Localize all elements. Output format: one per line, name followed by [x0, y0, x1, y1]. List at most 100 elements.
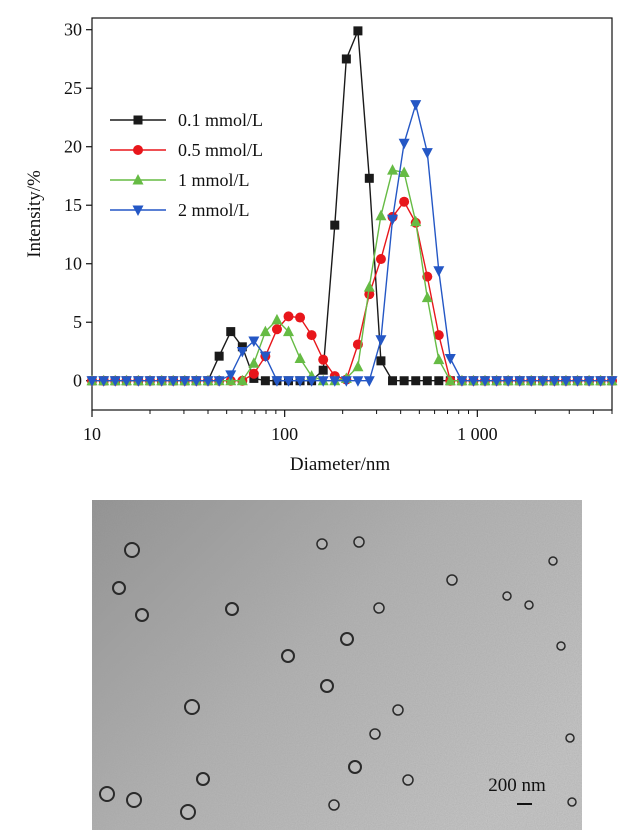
- vesicle-particle: [225, 602, 239, 616]
- data-point: [167, 376, 179, 387]
- series-line: [92, 101, 612, 382]
- data-point: [352, 360, 364, 372]
- series-line: [92, 30, 612, 382]
- data-point: [375, 335, 387, 346]
- data-point: [363, 281, 375, 292]
- data-point: [491, 376, 503, 387]
- data-point: [444, 354, 456, 365]
- y-tick-label: 25: [64, 78, 82, 98]
- y-tick-label: 20: [64, 137, 82, 157]
- series-1: [87, 26, 617, 386]
- vesicle-particle: [112, 581, 126, 595]
- vesicle-particle: [180, 804, 196, 820]
- vesicle-particle: [340, 632, 354, 646]
- data-point: [259, 351, 271, 363]
- y-tick-label: 5: [73, 312, 82, 332]
- legend-entry: 0.1 mmol/L: [110, 110, 263, 130]
- data-point: [283, 311, 294, 322]
- vesicle-particle: [567, 797, 577, 807]
- x-tick-label: 1 000: [457, 424, 498, 444]
- legend-entry: 1 mmol/L: [110, 170, 250, 190]
- vesicle-particle: [369, 728, 381, 740]
- data-point: [86, 376, 98, 387]
- axis-ticks: [86, 29, 613, 417]
- data-point: [388, 376, 398, 386]
- data-point: [318, 365, 328, 375]
- data-point: [120, 376, 132, 387]
- data-point: [606, 376, 618, 387]
- data-point: [248, 357, 260, 368]
- vesicle-particle: [320, 679, 334, 693]
- data-point: [248, 368, 259, 379]
- vesicle-particle: [565, 733, 575, 743]
- legend: 0.1 mmol/L 0.5 mmol/L 1 mmol/L 2 mmol/L: [110, 110, 263, 220]
- data-point: [144, 376, 156, 387]
- vesicle-particle: [548, 556, 558, 566]
- series-4: [86, 100, 618, 387]
- tem-micrograph: 200 nm: [92, 500, 582, 830]
- legend-marker: [133, 145, 143, 155]
- series-3: [86, 164, 618, 386]
- data-point: [595, 376, 607, 387]
- scale-bar-label: 200 nm: [488, 775, 546, 796]
- legend-marker: [132, 174, 144, 185]
- data-point: [375, 209, 387, 221]
- data-point: [525, 376, 537, 387]
- vesicle-particle: [524, 600, 534, 610]
- vesicle-particle: [446, 574, 458, 586]
- data-point: [271, 376, 283, 387]
- data-point: [363, 376, 375, 387]
- legend-entry: 0.5 mmol/L: [110, 140, 263, 160]
- data-point: [271, 324, 282, 335]
- series-layer: [86, 26, 618, 387]
- vesicle-particle: [135, 608, 149, 622]
- data-point: [330, 220, 340, 230]
- x-tick-label: 100: [271, 424, 298, 444]
- data-point: [214, 351, 224, 361]
- series-line: [92, 200, 612, 382]
- vesicle-particle: [281, 649, 295, 663]
- data-point: [387, 164, 399, 175]
- data-point: [248, 336, 260, 347]
- data-point: [260, 376, 270, 386]
- data-point: [433, 330, 444, 341]
- data-point: [259, 325, 271, 337]
- data-point: [132, 376, 144, 387]
- legend-marker: [132, 205, 144, 216]
- legend-entry: 2 mmol/L: [110, 200, 250, 220]
- data-point: [179, 376, 191, 387]
- tick-labels: 0 5 10 15 20 25 30 10 100 1 000: [64, 20, 498, 444]
- data-point: [190, 376, 202, 387]
- data-point: [502, 376, 514, 387]
- vesicle-particle: [196, 772, 210, 786]
- vesicle-particle: [353, 536, 365, 548]
- data-point: [422, 376, 432, 386]
- y-tick-label: 0: [73, 371, 82, 391]
- vesicle-particle: [373, 602, 385, 614]
- series-line: [92, 169, 612, 382]
- vesicle-particle: [184, 699, 200, 715]
- data-point: [410, 215, 422, 227]
- legend-marker: [133, 115, 143, 125]
- data-point: [213, 376, 225, 387]
- data-point: [421, 291, 433, 303]
- legend-label: 0.1 mmol/L: [178, 110, 263, 130]
- data-point: [364, 289, 375, 300]
- data-point: [560, 376, 572, 387]
- x-tick-label: 10: [83, 424, 101, 444]
- data-point: [294, 352, 306, 364]
- data-point: [387, 214, 399, 226]
- y-tick-label: 15: [64, 195, 82, 215]
- vesicle-particle: [556, 641, 566, 651]
- data-point: [317, 376, 329, 387]
- data-point: [411, 376, 421, 386]
- vesicle-particle: [328, 799, 340, 811]
- data-point: [236, 374, 248, 386]
- data-point: [283, 325, 295, 337]
- vesicle-particle: [126, 792, 142, 808]
- data-point: [225, 370, 237, 381]
- data-point: [479, 376, 491, 387]
- data-point: [352, 376, 364, 387]
- data-point: [398, 138, 410, 150]
- data-point: [156, 376, 168, 387]
